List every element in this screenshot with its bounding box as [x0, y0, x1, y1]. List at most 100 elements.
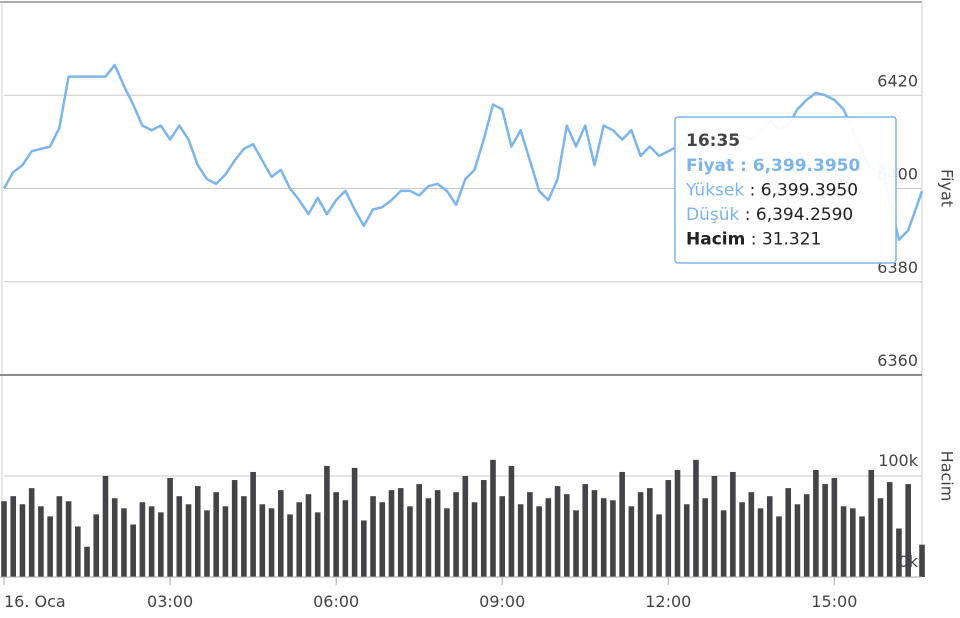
volume-bar [19, 504, 26, 577]
volume-bar [647, 488, 653, 577]
volume-bar [277, 490, 284, 577]
volume-bar [840, 506, 847, 577]
volume-bar [896, 528, 902, 577]
volume-bar [508, 465, 515, 577]
volume-bar [480, 480, 487, 577]
volume-bar [794, 504, 801, 577]
volume-bar [886, 482, 893, 577]
y-tick-label: 6420 [877, 71, 918, 90]
tooltip-time: 16:35 [686, 131, 740, 151]
tooltip-value: 6,394.2590 [756, 205, 853, 225]
volume-bar [573, 510, 579, 577]
volume-bar [213, 492, 220, 577]
volume-bar [850, 508, 856, 577]
volume-bar [38, 506, 44, 577]
tooltip-separator: : [739, 205, 756, 225]
y-tick-label: 6360 [877, 351, 918, 370]
volume-bar [176, 496, 183, 577]
volume-bar [628, 506, 635, 577]
volume-bar [619, 471, 625, 577]
volume-bar [47, 516, 53, 577]
volume-bar [919, 544, 925, 577]
volume-bar [499, 496, 506, 577]
x-tick-label: 12:00 [645, 592, 691, 611]
volume-bar [148, 506, 155, 577]
tooltip-value: 6,399.3950 [761, 181, 858, 201]
tooltip-label: Fiyat [686, 156, 734, 176]
volume-bar [130, 524, 136, 577]
volume-bar [194, 486, 201, 577]
tooltip-row: Düşük : 6,394.2590 [686, 205, 853, 225]
tooltip-separator: : [744, 181, 761, 201]
volume-bar [868, 469, 875, 577]
volume-bar [241, 496, 247, 577]
x-tick-label: 09:00 [479, 592, 525, 611]
x-tick-label: 15:00 [811, 592, 857, 611]
volume-bar [65, 501, 72, 577]
volume-bar [702, 498, 708, 577]
volume-bar [425, 498, 432, 577]
volume-bar [10, 496, 17, 577]
tooltip-row: Yüksek : 6,399.3950 [685, 181, 858, 201]
volume-bar [517, 504, 524, 577]
volume-bar [185, 504, 192, 577]
tooltip-label: Hacim [686, 230, 745, 250]
volume-bar [444, 508, 450, 577]
volume-bar [527, 492, 533, 577]
volume-bar [730, 471, 736, 577]
tooltip-box [674, 116, 897, 264]
volume-bar [121, 508, 127, 577]
volume-bar [259, 504, 266, 577]
x-tick-label: 03:00 [147, 592, 193, 611]
volume-bar [693, 459, 699, 577]
tooltip-value: 6,399.3950 [753, 156, 861, 176]
volume-bar [231, 480, 238, 577]
volume-bar [296, 502, 303, 577]
tooltip-row: Hacim : 31.321 [686, 230, 821, 250]
volume-bar [453, 492, 459, 577]
volume-bar [84, 546, 90, 577]
axis-title: Hacim [938, 451, 957, 502]
volume-bar [158, 512, 164, 577]
volume-bar [28, 488, 35, 577]
y-tick-label: 100k [878, 451, 919, 470]
volume-bar [490, 459, 496, 577]
volume-bar [333, 492, 339, 577]
volume-bar [102, 476, 109, 577]
volume-bar [683, 504, 690, 577]
volume-bar [610, 500, 616, 577]
tooltip-label: Yüksek [685, 181, 744, 201]
x-tick-label: 06:00 [313, 592, 359, 611]
volume-bar [314, 512, 321, 577]
volume-bar [545, 498, 552, 577]
axis-title: Fiyat [938, 169, 957, 207]
volume-bar [139, 502, 146, 577]
volume-bar [351, 467, 358, 577]
volume-bar [776, 516, 782, 577]
volume-bar [75, 526, 81, 577]
volume-bar [268, 508, 275, 577]
tooltip-value: 31.321 [762, 230, 821, 250]
volume-bar [379, 502, 386, 577]
volume-bar [656, 514, 662, 577]
volume-bar [1, 501, 7, 577]
volume-bar [748, 492, 755, 577]
volume-bar [665, 480, 672, 577]
volume-bar [720, 510, 727, 577]
volume-bar [536, 506, 542, 577]
volume-bar [93, 514, 100, 577]
volume-bar [407, 506, 413, 577]
volume-bar [111, 498, 118, 577]
tooltip-separator: : [734, 156, 753, 176]
volume-bar [204, 510, 210, 577]
volume-bar [434, 490, 441, 577]
volume-bar [831, 478, 838, 577]
x-tick-label: 16. Oca [4, 592, 66, 611]
volume-bar [785, 488, 792, 577]
volume-bar [287, 514, 293, 577]
volume-bar [305, 494, 312, 577]
volume-bar [711, 476, 718, 577]
volume-bar [361, 520, 367, 577]
